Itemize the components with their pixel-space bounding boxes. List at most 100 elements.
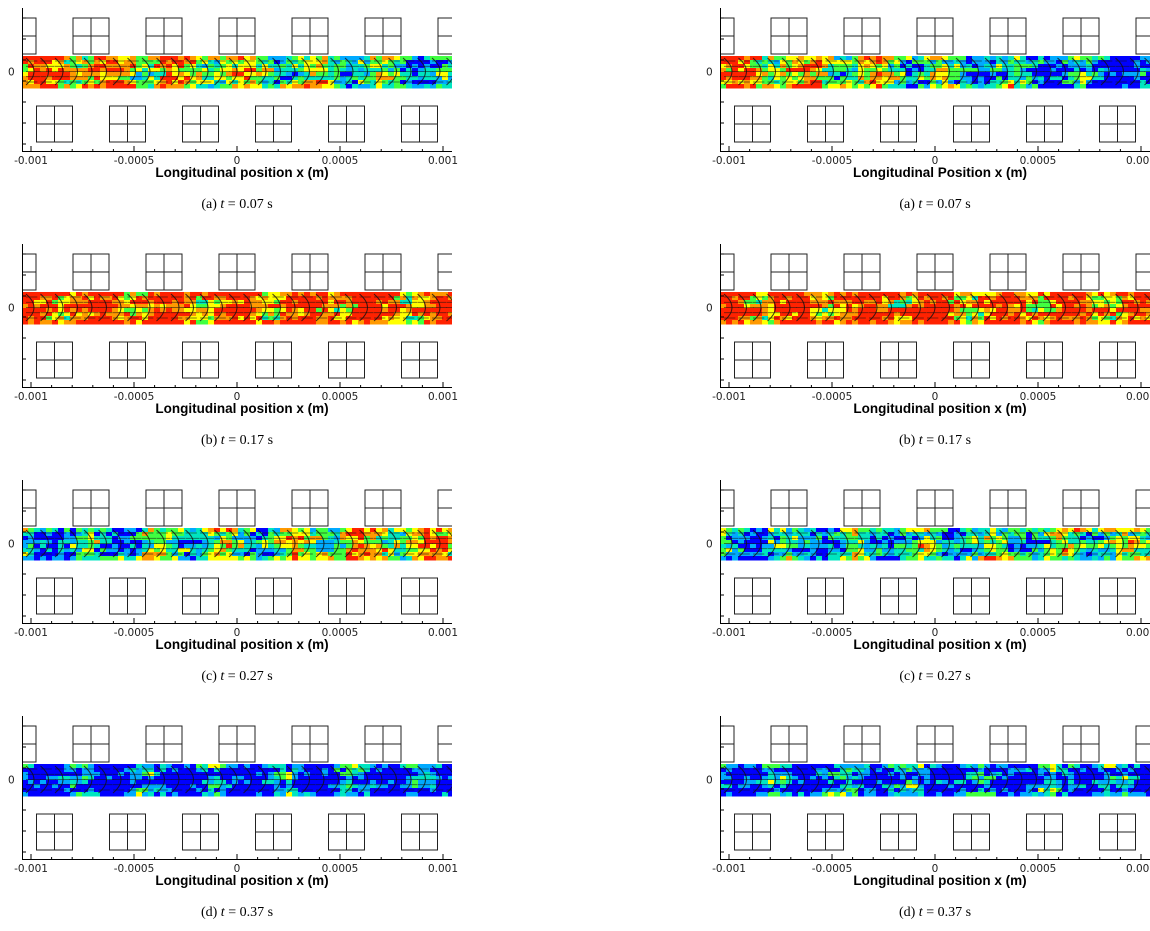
electrode-bottom <box>1099 341 1136 379</box>
x-tick-label: -0.001 <box>14 155 48 167</box>
contour-plot: 0 -0.001 -0.0005 0 0.0005 0.001 Longitudinal p… <box>706 480 1150 652</box>
electrode-bottom <box>255 341 292 379</box>
electrode-top <box>72 17 110 55</box>
electrode-top <box>989 489 1027 527</box>
electrode-bottom <box>1099 813 1136 851</box>
electrode-bottom <box>734 105 771 143</box>
caption-letter: (a) <box>899 197 919 212</box>
electrode-bottom <box>1026 813 1063 851</box>
electrode-top <box>1135 725 1150 763</box>
caption-variable: t <box>220 433 225 448</box>
electrode-bottom <box>401 813 438 851</box>
caption-variable: t <box>220 905 225 920</box>
electrode-bottom <box>734 341 771 379</box>
electrode-top <box>843 489 881 527</box>
x-tick-label: 0.001 <box>1126 627 1150 639</box>
electrode-top <box>1062 17 1100 55</box>
electrode-bottom <box>328 341 365 379</box>
electrode-bottom <box>109 341 146 379</box>
x-axis-title: Longitudinal position x (m) <box>155 401 328 416</box>
caption-time: = 0.37 s <box>922 905 972 920</box>
electrode-top <box>1135 489 1150 527</box>
x-tick-label: 0.0005 <box>1020 627 1057 639</box>
panel-caption: (c) t = 0.27 s <box>875 669 995 685</box>
caption-time: = 0.17 s <box>922 433 972 448</box>
x-tick-label: 0.0005 <box>1020 155 1057 167</box>
electrode-top <box>437 725 452 763</box>
electrode-top <box>364 725 402 763</box>
electrode-bottom <box>880 813 917 851</box>
x-tick-label: 0 <box>234 863 241 875</box>
electrode-top <box>989 253 1027 291</box>
electrode-bottom <box>401 341 438 379</box>
electrode-top <box>72 489 110 527</box>
y-tick-label: 0 <box>706 303 713 315</box>
plot-panel: 0 -0.001 -0.0005 0 0.0005 0.001 Longitudinal P… <box>706 8 1150 192</box>
plot-panel: 0 -0.001 -0.0005 0 0.0005 0.001 Longitudinal p… <box>8 244 458 428</box>
caption-letter: (b) <box>200 433 221 448</box>
x-tick-label: -0.0005 <box>812 391 853 403</box>
x-tick-label: 0.001 <box>428 391 458 403</box>
x-tick-label: -0.0005 <box>812 627 853 639</box>
x-tick-label: 0 <box>234 155 241 167</box>
electrode-bottom <box>182 813 219 851</box>
electrode-bottom <box>807 813 844 851</box>
panel-caption: (d) t = 0.37 s <box>177 905 297 921</box>
electrode-top <box>770 725 808 763</box>
x-tick-label: 0.001 <box>428 627 458 639</box>
electrode-top <box>1135 17 1150 55</box>
x-tick-label: 0.001 <box>428 863 458 875</box>
x-axis-title: Longitudinal position x (m) <box>155 165 328 180</box>
electrode-bottom <box>953 813 990 851</box>
electrode-bottom <box>401 577 438 615</box>
x-axis-title: Longitudinal position x (m) <box>853 637 1026 652</box>
caption-letter: (c) <box>899 669 919 684</box>
velocity-vectors <box>25 57 452 86</box>
x-tick-label: 0 <box>234 391 241 403</box>
x-tick-label: -0.001 <box>14 391 48 403</box>
electrode-top <box>770 253 808 291</box>
electrode-bottom <box>807 341 844 379</box>
caption-variable: t <box>918 905 923 920</box>
plot-panel: 0 -0.001 -0.0005 0 0.0005 0.001 Longitudinal p… <box>8 716 458 900</box>
plot-panel: 0 -0.001 -0.0005 0 0.0005 0.001 Longitudinal p… <box>706 480 1150 664</box>
x-tick-label: -0.001 <box>712 155 746 167</box>
electrode-top <box>364 253 402 291</box>
electrode-top <box>437 489 452 527</box>
electrode-bottom <box>328 813 365 851</box>
electrode-bottom <box>734 813 771 851</box>
caption-variable: t <box>918 433 923 448</box>
electrode-top <box>291 489 329 527</box>
electrode-bottom <box>1026 577 1063 615</box>
electrode-bottom <box>807 577 844 615</box>
caption-time: = 0.27 s <box>922 669 971 684</box>
contour-plot: 0 -0.001 -0.0005 0 0.0005 0.001 Longitudinal p… <box>8 8 458 180</box>
electrode-bottom <box>401 105 438 143</box>
y-tick-label: 0 <box>8 539 15 551</box>
caption-time: = 0.27 s <box>224 669 273 684</box>
velocity-vectors <box>25 765 452 794</box>
x-tick-label: 0.001 <box>1126 155 1150 167</box>
electrode-top <box>770 489 808 527</box>
contour-plot: 0 -0.001 -0.0005 0 0.0005 0.001 Longitudinal p… <box>8 480 458 652</box>
electrode-bottom <box>1099 105 1136 143</box>
x-tick-label: 0.0005 <box>1020 391 1057 403</box>
x-tick-label: -0.001 <box>14 627 48 639</box>
electrode-top <box>437 253 452 291</box>
caption-time: = 0.17 s <box>224 433 274 448</box>
x-tick-label: 0.0005 <box>322 155 359 167</box>
x-tick-label: -0.0005 <box>114 627 155 639</box>
velocity-vectors <box>25 529 452 558</box>
electrode-top <box>218 725 256 763</box>
contour-plot: 0 -0.001 -0.0005 0 0.0005 0.001 Longitudinal p… <box>8 716 458 888</box>
y-tick-label: 0 <box>706 67 713 79</box>
x-tick-label: -0.001 <box>712 627 746 639</box>
caption-letter: (d) <box>200 905 221 920</box>
caption-time: = 0.07 s <box>922 197 971 212</box>
electrode-bottom <box>182 577 219 615</box>
electrode-top <box>145 17 183 55</box>
x-axis-title: Longitudinal position x (m) <box>853 401 1026 416</box>
x-tick-label: -0.001 <box>14 863 48 875</box>
electrode-top <box>720 725 735 763</box>
plot-panel: 0 -0.001 -0.0005 0 0.0005 0.001 Longitudinal p… <box>8 8 458 192</box>
